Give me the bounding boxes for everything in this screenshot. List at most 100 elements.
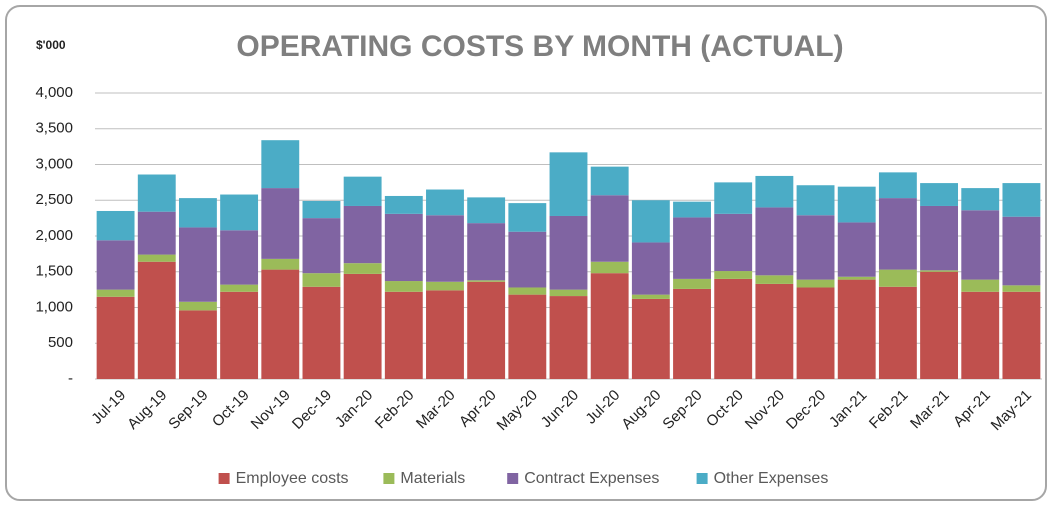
bar-segment: [220, 230, 259, 285]
bar-segment: [426, 215, 464, 282]
bar-segment: [508, 287, 547, 295]
bar-segment: [384, 281, 423, 292]
legend-swatch: [696, 473, 708, 484]
bar-segment: [137, 261, 176, 379]
bar-segment: [961, 291, 1000, 379]
bar-segment: [302, 286, 341, 379]
bar-segment: [590, 273, 629, 379]
bar-segment: [426, 290, 464, 379]
bar-segment: [714, 271, 753, 279]
bar-segment: [837, 279, 876, 379]
bar-segment: [796, 215, 835, 280]
bar-segment: [755, 275, 794, 284]
bar-segment: [878, 269, 917, 287]
bar-segment: [426, 189, 464, 216]
y-tick-label: 1,500: [35, 263, 73, 280]
bar-segment: [96, 296, 135, 379]
chart-title: OPERATING COSTS BY MONTH (ACTUAL): [236, 30, 843, 63]
legend-label: Contract Expenses: [524, 470, 659, 487]
bar-segment: [220, 291, 259, 379]
bar-segment: [220, 284, 259, 292]
bar-segment: [178, 301, 217, 311]
bar-segment: [837, 186, 876, 223]
bar-segment: [549, 152, 588, 216]
bar-segment: [590, 166, 629, 196]
y-axis-label: $'000: [36, 38, 66, 52]
bar-segment: [755, 283, 794, 379]
bar-segment: [384, 195, 423, 214]
y-tick-label: 500: [48, 334, 73, 351]
bar-segment: [426, 281, 464, 291]
bar-segment: [508, 294, 547, 379]
bar-segment: [631, 242, 670, 295]
bar-segment: [755, 175, 794, 208]
bar-segment: [178, 227, 217, 302]
bar-segment: [631, 294, 670, 299]
bar-segment: [673, 288, 711, 379]
bar-segment: [467, 280, 506, 282]
bar-segment: [631, 298, 670, 379]
bar-segment: [261, 258, 300, 270]
y-tick-label: 1,000: [35, 298, 73, 315]
legend-label: Other Expenses: [714, 470, 829, 487]
bar-segment: [1002, 183, 1041, 217]
bar-segment: [343, 263, 382, 274]
bar-segment: [384, 291, 423, 379]
bar-segment: [673, 217, 711, 279]
bar-segment: [96, 289, 135, 297]
bar-segment: [508, 203, 547, 232]
bar-segment: [590, 261, 629, 274]
y-tick-label: 4,000: [35, 84, 73, 101]
bar-segment: [343, 176, 382, 206]
bar-segment: [1002, 285, 1041, 292]
bar-segment: [714, 182, 753, 214]
bar-segment: [302, 273, 341, 287]
bar-segment: [714, 213, 753, 272]
y-tick-label: 3,500: [35, 120, 73, 137]
bar-segment: [961, 210, 1000, 280]
bar-segment: [961, 279, 1000, 292]
bar-segment: [178, 198, 217, 228]
y-tick-label: 3,000: [35, 155, 73, 172]
bar-segment: [590, 195, 629, 262]
bar-segment: [837, 222, 876, 277]
y-tick-label: 2,000: [35, 227, 73, 244]
bar-segment: [508, 231, 547, 288]
legend-swatch: [507, 473, 519, 484]
bar-segment: [302, 218, 341, 274]
bar-segment: [220, 194, 259, 231]
bar-segment: [920, 183, 959, 206]
bar-segment: [878, 286, 917, 379]
bar-segment: [261, 188, 300, 259]
legend-label: Employee costs: [236, 470, 349, 487]
bar-segment: [384, 213, 423, 282]
bar-segment: [261, 269, 300, 379]
bar-segment: [796, 287, 835, 379]
y-tick-label: -: [68, 370, 73, 387]
legend-swatch: [383, 473, 395, 484]
bar-segment: [549, 215, 588, 290]
bar-segment: [920, 271, 959, 379]
bar-segment: [467, 223, 506, 281]
bar-segment: [878, 198, 917, 270]
bar-segment: [261, 140, 300, 189]
bar-segment: [673, 201, 711, 218]
bar-segment: [178, 310, 217, 379]
bar-segment: [137, 254, 176, 262]
bar-segment: [961, 188, 1000, 211]
bar-segment: [755, 207, 794, 276]
bar-segment: [920, 270, 959, 272]
bar-segment: [467, 197, 506, 224]
bar-segment: [467, 281, 506, 379]
y-tick-label: 2,500: [35, 191, 73, 208]
bar-segment: [96, 210, 135, 241]
bar-segment: [96, 240, 135, 290]
bar-segment: [673, 278, 711, 289]
bar-segment: [1002, 291, 1041, 379]
bar-segment: [1002, 216, 1041, 286]
bar-segment: [343, 205, 382, 264]
bar-segment: [549, 289, 588, 297]
bar-segment: [796, 185, 835, 216]
bar-segment: [837, 276, 876, 280]
